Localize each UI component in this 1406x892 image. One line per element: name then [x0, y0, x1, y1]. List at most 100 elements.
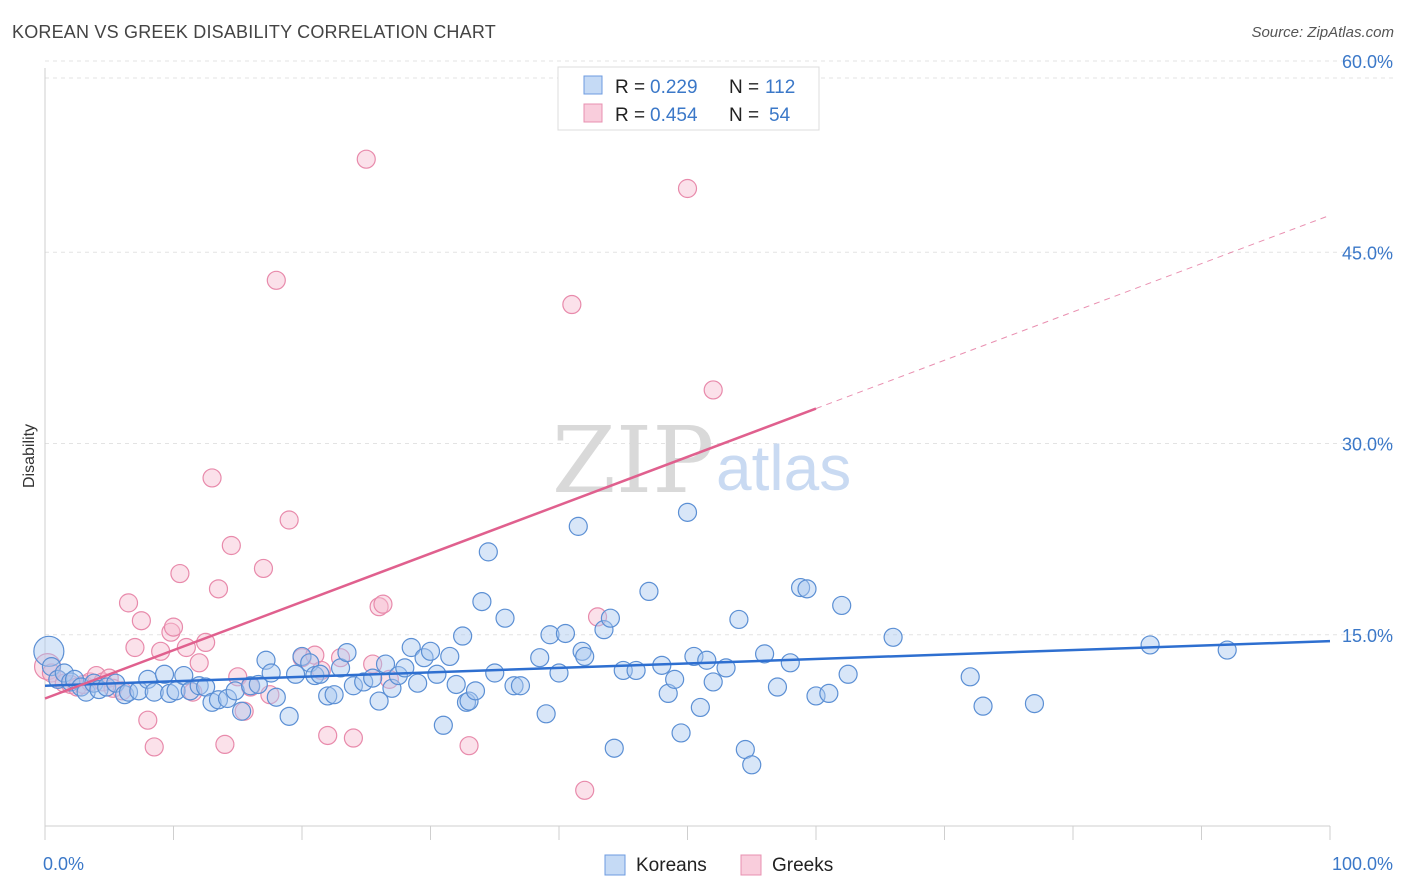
korean-point: [639, 581, 659, 602]
korean-point: [310, 664, 330, 684]
korean-point: [665, 669, 685, 689]
korean-point: [285, 664, 306, 684]
greek-point: [330, 648, 351, 668]
legend-swatch-greeks: [583, 103, 603, 123]
korean-point: [241, 676, 261, 696]
legend-greeks-n-value: 54: [769, 105, 791, 126]
korean-point: [658, 683, 678, 704]
korean-point: [568, 516, 588, 536]
korean-point: [754, 644, 775, 664]
korean-point: [485, 663, 505, 683]
korean-point: [832, 595, 852, 616]
greek-point: [202, 468, 222, 488]
korean-point: [154, 664, 175, 684]
y-tick-label: 60.0%: [1342, 52, 1393, 72]
trend-layer: [44, 214, 1331, 700]
korean-point: [248, 674, 268, 695]
axis-layer: [44, 68, 1331, 840]
legend-greeks-r-label: R =: [615, 105, 645, 126]
korean-point: [427, 664, 447, 684]
greek-point: [703, 380, 723, 400]
korean-point: [401, 637, 421, 658]
korean-point: [767, 677, 788, 697]
korean-point: [575, 646, 595, 667]
korean-point: [408, 673, 428, 693]
korean-trend-line: [44, 639, 1331, 687]
greek-point: [215, 734, 235, 755]
greek-trend-line: [44, 407, 817, 700]
legend-bottom-koreans: Koreans: [636, 855, 707, 876]
korean-point: [363, 668, 383, 688]
korean-point: [225, 681, 245, 701]
korean-point: [217, 688, 238, 709]
greek-point: [138, 710, 158, 730]
grid-layer: [45, 60, 1393, 636]
greek-point: [163, 617, 184, 637]
x-tick-label: 100.0%: [1332, 854, 1393, 874]
korean-point: [420, 641, 441, 661]
korean-point: [266, 687, 286, 707]
korean-point: [388, 665, 408, 686]
greek-point: [131, 611, 151, 631]
korean-point: [343, 676, 363, 696]
y-tick-label: 15.0%: [1342, 626, 1393, 646]
korean-point: [1024, 693, 1045, 714]
korean-point: [446, 674, 466, 695]
korean-point: [819, 683, 839, 704]
korean-point: [797, 579, 817, 599]
korean-point: [292, 646, 312, 667]
korean-point: [536, 704, 556, 724]
korean-point: [495, 608, 515, 628]
korean-point: [540, 625, 560, 645]
korean-point: [433, 715, 453, 735]
korean-point: [742, 755, 762, 775]
labels-layer: 15.0% 30.0% 45.0% 60.0% 0.0% 100.0%: [43, 52, 1393, 874]
korean-point: [703, 672, 723, 692]
watermark-zip: ZIP: [552, 407, 714, 514]
korean-point: [510, 676, 531, 696]
korean-point: [729, 609, 749, 630]
greek-point: [266, 270, 286, 290]
korean-point: [440, 646, 460, 667]
legend-koreans-r-label: R =: [615, 77, 645, 98]
watermark-atlas: atlas: [716, 432, 851, 504]
greek-point: [318, 725, 338, 746]
greek-point: [208, 579, 229, 599]
korean-point: [459, 691, 479, 711]
korean-point: [690, 697, 710, 718]
legend-koreans-n-label: N =: [729, 77, 759, 98]
korean-point: [465, 681, 486, 701]
greek-point: [221, 535, 241, 556]
korean-point: [600, 608, 621, 628]
legend-bottom-greeks: Greeks: [772, 855, 833, 876]
legend-greeks-n-label: N =: [729, 105, 759, 126]
korean-point: [530, 648, 550, 668]
korean-point: [1140, 635, 1160, 655]
korean-point: [232, 701, 252, 721]
greek-point: [562, 294, 582, 315]
legend-bottom-swatch-greeks: [740, 854, 762, 876]
korean-point: [279, 706, 299, 726]
korean-point: [337, 642, 357, 663]
greek-point: [343, 728, 363, 748]
korean-point: [472, 591, 492, 612]
chart-title: KOREAN VS GREEK DISABILITY CORRELATION C…: [12, 22, 496, 42]
korean-point: [684, 646, 704, 667]
greek-point: [575, 780, 595, 800]
korean-point: [572, 641, 592, 661]
korean-point: [973, 696, 993, 716]
korean-point: [453, 626, 473, 646]
korean-point: [369, 691, 389, 711]
chart-source: Source: ZipAtlas.com: [1251, 24, 1394, 41]
korean-point: [324, 685, 344, 705]
legend-koreans-r-value: 0.229: [650, 77, 698, 98]
korean-point: [838, 664, 858, 684]
watermark: ZIP atlas: [552, 407, 851, 514]
greek-point: [125, 637, 145, 658]
korean-point: [555, 623, 576, 644]
korean-point: [780, 653, 800, 673]
greek-point: [161, 622, 181, 642]
greek-point: [279, 510, 299, 530]
korean-point: [790, 577, 811, 598]
